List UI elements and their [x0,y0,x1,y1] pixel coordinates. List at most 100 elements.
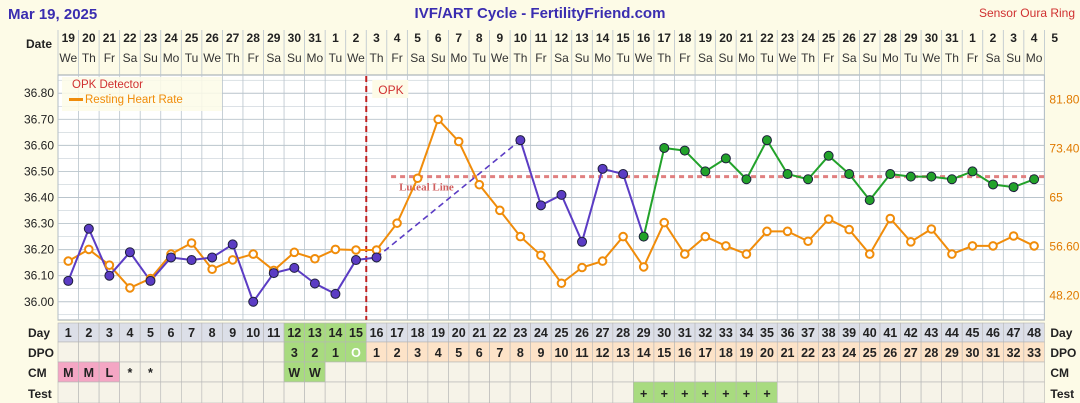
cm-cell [900,361,922,383]
cm-row-label-right: CM [1050,366,1069,380]
date-tick: 23 [781,31,795,45]
rhr-point [823,214,834,224]
test-value: + [681,387,688,401]
cm-cell [633,361,655,383]
day-value: 26 [575,326,589,340]
day-value: 28 [616,326,630,340]
cm-cell [386,361,408,383]
day-value: 17 [390,326,404,340]
date-tick: 8 [476,31,483,45]
legend-background [62,77,222,111]
day-value: 14 [328,326,342,340]
test-cell [468,381,490,403]
rhr-point [577,262,587,273]
temp-point [145,275,156,286]
day-value: 47 [1007,326,1021,340]
temp-point [823,150,834,161]
rhr-point [433,114,443,125]
cm-value: * [148,366,153,380]
y-tick-left: 36.30 [24,217,54,231]
cm-cell [591,361,614,383]
rhr-point [803,236,813,247]
cm-cell [324,361,346,383]
test-cell [222,381,244,403]
date-tick: 7 [455,31,462,45]
weekday-tick: Sa [986,51,1001,65]
test-cell [1023,381,1045,403]
test-cell [201,381,223,403]
temp-point [83,223,94,234]
temp-point [535,200,546,211]
cm-cell [612,361,634,383]
test-cell [941,381,963,403]
date-tick: 26 [205,31,219,45]
opk-label-bg [372,80,409,98]
weekday-tick: We [779,51,797,65]
test-cell [181,381,203,403]
weekday-tick: Th [657,51,671,65]
weekday-tick: Su [862,51,877,65]
weekday-tick: Mo [307,51,324,65]
test-cell [489,381,511,403]
temp-line-segment [868,173,892,201]
day-value: 41 [883,326,897,340]
weekday-tick: Su [287,51,302,65]
dpo-value: 19 [739,346,753,360]
temp-line-segment [560,194,583,243]
day-value: 32 [698,326,712,340]
y-tick-right: 65 [1049,191,1063,205]
date-tick: 20 [82,31,96,45]
rhr-point [351,245,361,255]
day-value: 22 [493,326,507,340]
date-tick: 27 [226,31,240,45]
cm-cell [550,361,573,383]
rhr-point [63,256,74,266]
dpo-value: 21 [781,346,795,360]
y-tick-left: 36.00 [24,295,54,309]
dpo-value: 10 [555,346,569,360]
date-tick: 25 [185,31,199,45]
temp-line-segment [519,139,542,206]
dpo-value: 14 [637,346,651,360]
cm-cell [181,361,203,383]
cm-value: M [63,366,73,380]
cm-cell [797,361,819,383]
temp-line-segment [642,147,666,237]
date-tick: 17 [658,31,672,45]
weekday-tick: Fr [679,51,690,65]
y-tick-left: 36.10 [24,269,54,283]
dpo-value: 6 [476,346,483,360]
date-tick: 29 [267,31,281,45]
test-cell [139,381,162,403]
temp-point [577,236,588,247]
temp-point [741,174,752,185]
dpo-value: 13 [616,346,630,360]
rhr-point [988,241,998,251]
temp-point [782,169,793,180]
temp-point [1029,174,1040,185]
day-value: 20 [452,326,466,340]
cm-cell [448,361,470,383]
cm-cell [653,361,675,383]
test-cell [591,381,614,403]
date-tick: 9 [496,31,503,45]
dpo-value: 28 [924,346,938,360]
dpo-cell [98,341,120,363]
dpo-value: 2 [394,346,401,360]
temp-point [638,231,649,242]
cm-cell [509,361,531,383]
weekday-tick: Sa [266,51,281,65]
weekday-tick: Fr [104,51,115,65]
weekday-tick: Th [82,51,96,65]
temp-point [124,247,135,258]
day-value: 36 [781,326,795,340]
weekday-tick: Mo [882,51,899,65]
temp-line-segment [108,251,131,277]
day-value: 31 [678,326,692,340]
cm-cell [920,361,942,383]
rhr-point [1008,231,1019,241]
dpo-value: 32 [1007,346,1021,360]
cm-value: W [309,366,321,380]
day-row-label: Day [28,326,50,340]
weekday-tick: Th [370,51,384,65]
